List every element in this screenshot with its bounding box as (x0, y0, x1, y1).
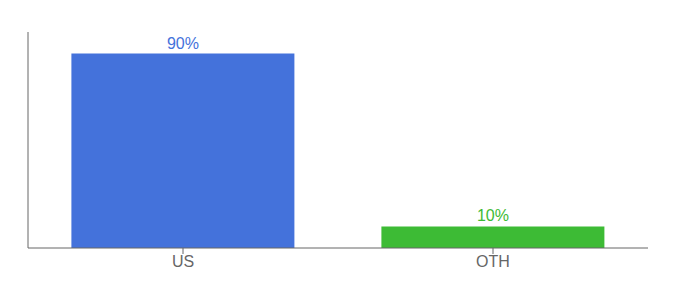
svg-text:90%: 90% (167, 35, 199, 52)
svg-text:OTH: OTH (476, 253, 510, 270)
svg-text:US: US (172, 253, 194, 270)
svg-text:10%: 10% (477, 207, 509, 224)
